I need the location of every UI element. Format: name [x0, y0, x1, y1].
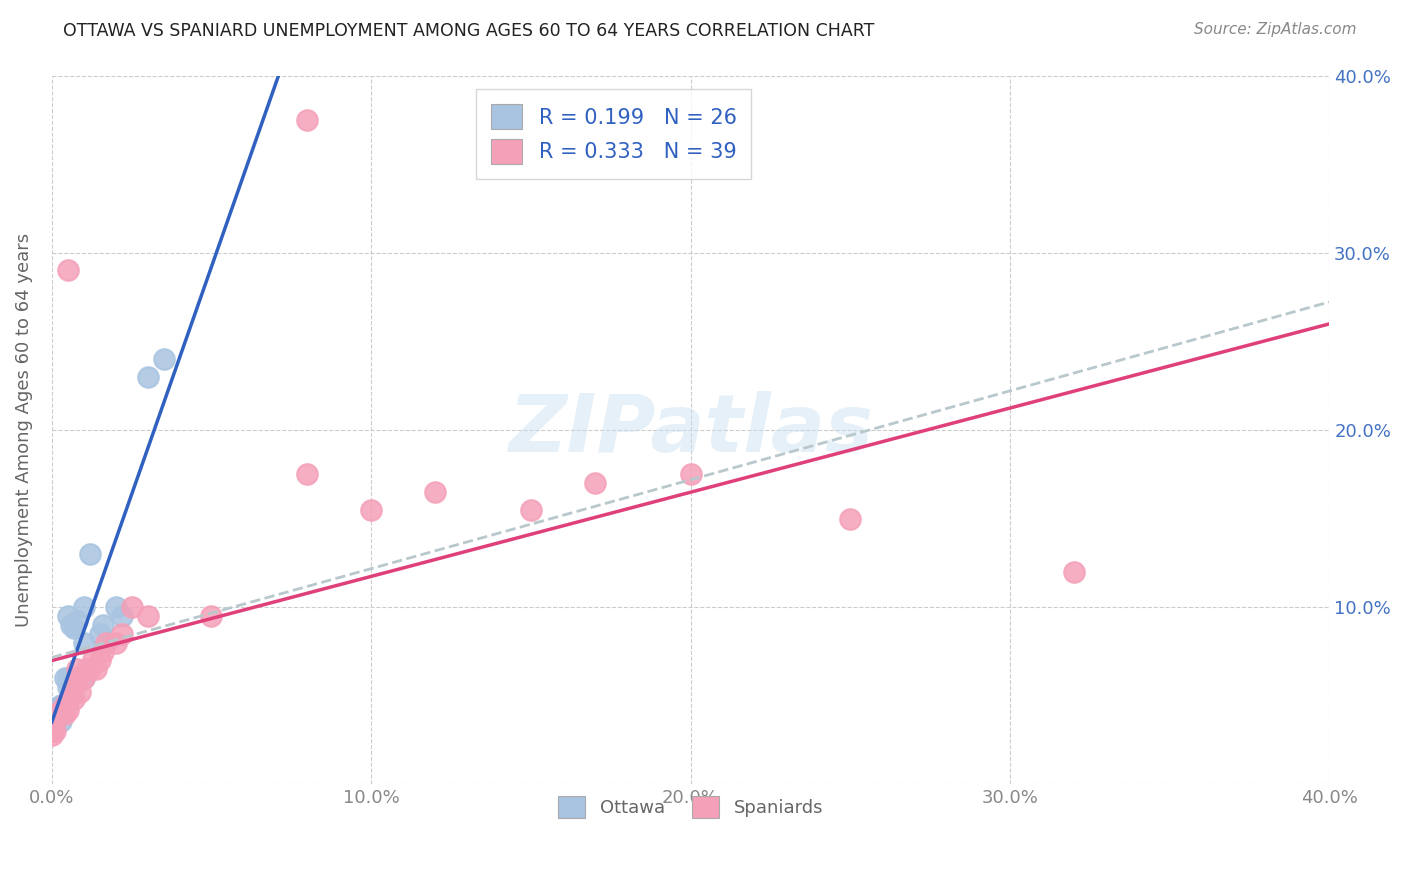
Point [41, 715, 63, 730]
Point [73, 635, 96, 649]
Point [136, 609, 159, 624]
Point [86, 662, 108, 676]
Point [66, 671, 89, 685]
Point [46, 710, 69, 724]
Point [104, 600, 127, 615]
Point [56, 703, 79, 717]
Point [46, 706, 69, 721]
Point [51, 703, 73, 717]
Point [51, 714, 73, 728]
Point [44, 710, 66, 724]
Legend: Ottawa, Spaniards: Ottawa, Spaniards [551, 789, 830, 825]
Point [583, 476, 606, 491]
Point [56, 694, 79, 708]
Point [56, 609, 79, 624]
Point [41, 706, 63, 721]
Text: Source: ZipAtlas.com: Source: ZipAtlas.com [1194, 22, 1357, 37]
Point [82, 653, 104, 667]
Point [89, 653, 111, 667]
Point [89, 627, 111, 641]
Point [44, 701, 66, 715]
Point [53, 698, 76, 712]
Point [73, 671, 96, 685]
Point [111, 609, 134, 624]
Point [297, 112, 319, 127]
Point [63, 680, 86, 694]
Point [136, 369, 159, 384]
Point [41, 724, 63, 739]
Point [79, 547, 101, 561]
Point [1063, 565, 1085, 579]
Point [51, 698, 73, 712]
Point [73, 600, 96, 615]
Point [53, 706, 76, 721]
Point [59, 618, 82, 632]
Point [44, 706, 66, 721]
Point [111, 627, 134, 641]
Point [839, 511, 862, 525]
Point [56, 671, 79, 685]
Point [41, 715, 63, 730]
Point [63, 692, 86, 706]
Point [423, 485, 446, 500]
Point [63, 622, 86, 636]
Point [66, 662, 89, 676]
Point [679, 467, 702, 482]
Text: ZIPatlas: ZIPatlas [508, 391, 873, 469]
Point [79, 662, 101, 676]
Point [91, 644, 114, 658]
Point [73, 671, 96, 685]
Point [56, 263, 79, 277]
Point [41, 728, 63, 742]
Point [104, 635, 127, 649]
Point [53, 671, 76, 685]
Point [66, 615, 89, 629]
Point [152, 352, 174, 367]
Point [56, 680, 79, 694]
Point [41, 710, 63, 724]
Point [200, 609, 222, 624]
Point [69, 685, 91, 699]
Point [94, 635, 117, 649]
Point [41, 710, 63, 724]
Point [520, 502, 543, 516]
Point [121, 600, 143, 615]
Point [360, 502, 382, 516]
Text: OTTAWA VS SPANIARD UNEMPLOYMENT AMONG AGES 60 TO 64 YEARS CORRELATION CHART: OTTAWA VS SPANIARD UNEMPLOYMENT AMONG AG… [63, 22, 875, 40]
Point [59, 689, 82, 703]
Point [297, 467, 319, 482]
Point [91, 618, 114, 632]
Y-axis label: Unemployment Among Ages 60 to 64 years: Unemployment Among Ages 60 to 64 years [15, 233, 32, 627]
Point [44, 724, 66, 739]
Point [41, 724, 63, 739]
Point [76, 662, 98, 676]
